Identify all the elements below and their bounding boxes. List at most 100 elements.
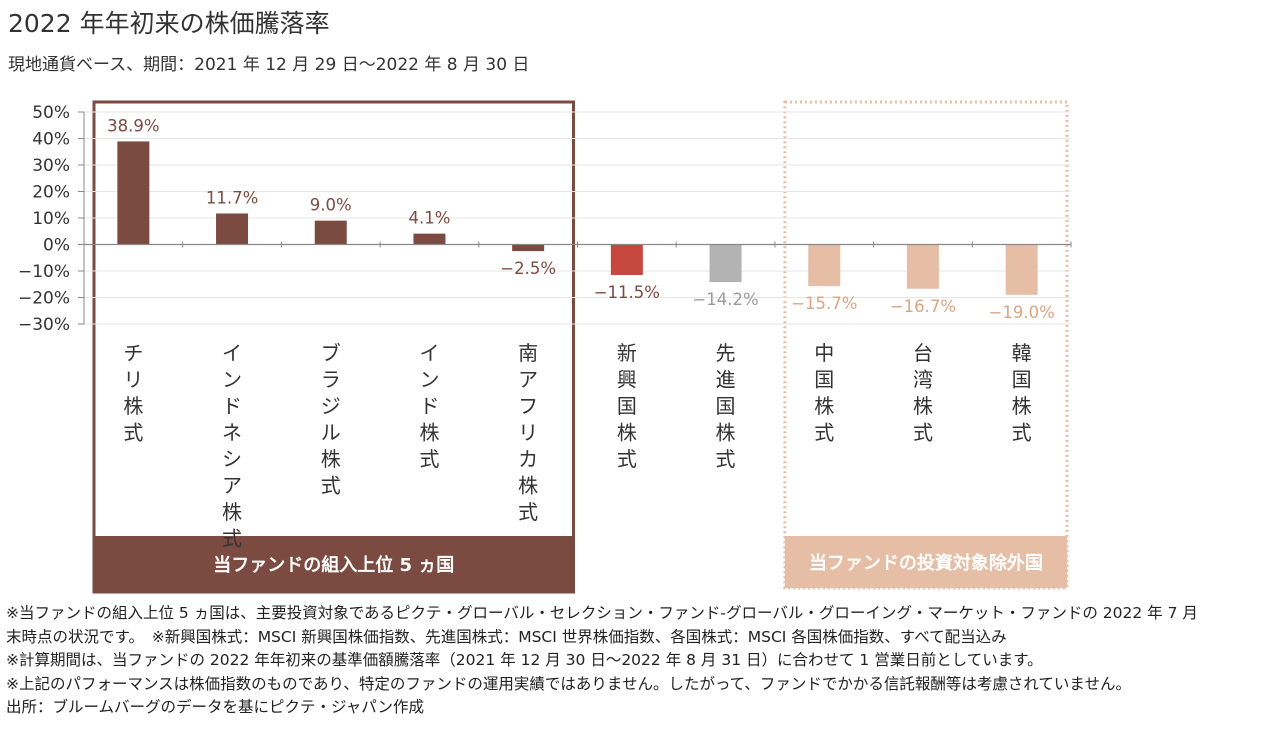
category-label-char: 株 — [419, 421, 439, 445]
footnotes: ※当ファンドの組入上位 5 ヵ国は、主要投資対象であるピクテ・グローバル・セレク… — [6, 602, 1276, 720]
category-label-char: 式 — [321, 474, 341, 498]
data-label: 11.7% — [206, 188, 258, 207]
category-label: 南アフリカ株式 — [518, 341, 538, 524]
footnote-line: 出所：ブルームバーグのデータを基にピクテ・ジャパン作成 — [6, 698, 425, 716]
bar — [512, 244, 545, 252]
bar — [808, 244, 841, 287]
category-label: 先進国株式 — [716, 341, 736, 471]
category-label-char: チ — [123, 341, 143, 365]
group-label-band — [94, 536, 574, 592]
category-label-char: ブ — [321, 341, 341, 365]
category-label: 新興国株式 — [617, 341, 637, 471]
category-label-char: イ — [419, 341, 439, 365]
y-tick-label: −30% — [18, 315, 70, 335]
category-label-char: フ — [518, 394, 538, 418]
y-tick-label: 0% — [43, 236, 70, 256]
y-tick-label: 30% — [32, 156, 70, 176]
category-label-char: 式 — [814, 421, 834, 445]
category-label-char: 先 — [716, 341, 736, 365]
category-label-char: シ — [222, 447, 242, 471]
category-label-char: 中 — [814, 341, 834, 365]
category-label-char: 湾 — [913, 368, 933, 392]
category-label-char: ド — [222, 394, 242, 418]
category-label-char: 株 — [123, 394, 143, 418]
category-label-char: 株 — [321, 447, 341, 471]
data-label: −14.2% — [692, 290, 758, 309]
page-title: 2022 年年初来の株価騰落率 — [8, 9, 330, 38]
footnote-line: 末時点の状況です。 ※新興国株式：MSCI 新興国株価指数、先進国株式：MSCI… — [6, 627, 1007, 646]
footnote-line: ※当ファンドの組入上位 5 ヵ国は、主要投資対象であるピクテ・グローバル・セレク… — [6, 604, 1198, 622]
category-label-char: 式 — [123, 421, 143, 445]
category-label-char: ジ — [321, 394, 341, 418]
bar-chart: 当ファンドの組入上位 5 ヵ国 当ファンドの投資対象除外国 50% 40% 30% 20%… — [18, 100, 1072, 594]
category-label: チリ株式 — [123, 341, 143, 445]
category-label-char: ネ — [222, 421, 242, 445]
category-label-char: 韓 — [1012, 341, 1032, 365]
y-tick-label: 40% — [32, 130, 70, 150]
category-label-char: 式 — [1012, 421, 1032, 445]
category-label-char: 新 — [617, 341, 637, 365]
category-label-char: ン — [222, 368, 242, 392]
bar — [610, 244, 643, 275]
footnote-line: ※上記のパフォーマンスは株価指数のものであり、特定のファンドの運用実績ではありま… — [6, 674, 1131, 693]
category-label-char: リ — [518, 421, 538, 445]
category-label-char: 株 — [913, 394, 933, 418]
category-label-char: 株 — [1012, 394, 1032, 418]
data-label: 4.1% — [408, 209, 450, 228]
data-label: 9.0% — [310, 196, 352, 215]
category-label-char: 株 — [814, 394, 834, 418]
category-label-char: ア — [222, 474, 242, 498]
category-label-char: 株 — [617, 421, 637, 445]
category-label-char: 式 — [419, 447, 439, 471]
category-label-char: 式 — [518, 500, 538, 524]
y-tick-label: −20% — [18, 289, 70, 309]
category-label-char: 株 — [716, 421, 736, 445]
category-label-char: 式 — [913, 421, 933, 445]
y-tick-label: −10% — [18, 262, 70, 282]
data-label: −15.7% — [791, 294, 857, 313]
group-label-band — [784, 536, 1067, 588]
data-label: −16.7% — [890, 297, 956, 316]
category-label-char: ル — [321, 421, 341, 445]
category-label-char: 式 — [716, 447, 736, 471]
bar — [314, 220, 347, 245]
category-label-char: 株 — [222, 500, 242, 524]
category-label-char: イ — [222, 341, 242, 365]
y-tick-label: 20% — [32, 183, 70, 203]
y-tick-label: 50% — [32, 103, 70, 123]
category-label-char: カ — [518, 447, 538, 471]
data-label: −19.0% — [989, 303, 1055, 322]
group-frame — [783, 100, 1069, 590]
category-label-char: 国 — [1012, 368, 1032, 392]
group-label: 当ファンドの組入上位 5 ヵ国 — [213, 554, 454, 576]
category-label-char: 国 — [716, 394, 736, 418]
category-label-char: 進 — [716, 368, 736, 392]
bar — [413, 233, 446, 245]
data-label: −11.5% — [594, 283, 660, 302]
category-label: 韓国株式 — [1012, 341, 1032, 445]
bar — [1005, 244, 1038, 295]
category-label: 中国株式 — [814, 341, 834, 445]
data-label: 38.9% — [107, 116, 159, 135]
category-label: 台湾株式 — [913, 341, 933, 445]
bar — [216, 213, 249, 245]
category-label-char: ア — [518, 368, 538, 392]
bar — [709, 244, 742, 283]
data-label: −2.5% — [500, 259, 556, 278]
category-label-char: ド — [419, 394, 439, 418]
category-label-char: 株 — [518, 474, 538, 498]
category-label-char: 国 — [617, 394, 637, 418]
category-label-char: 南 — [518, 341, 538, 365]
category-label: インドネシア株式 — [222, 341, 242, 551]
category-label: ブラジル株式 — [321, 341, 341, 498]
category-label-char: 国 — [814, 368, 834, 392]
category-label-char: ラ — [321, 368, 341, 392]
category-label: インド株式 — [419, 341, 439, 471]
bar — [906, 244, 939, 289]
category-label-char: 台 — [913, 341, 933, 365]
y-tick-label: 10% — [32, 209, 70, 229]
bar — [117, 141, 150, 245]
category-label-char: ン — [419, 368, 439, 392]
category-label-char: 興 — [617, 368, 637, 392]
category-label-char: リ — [123, 368, 143, 392]
